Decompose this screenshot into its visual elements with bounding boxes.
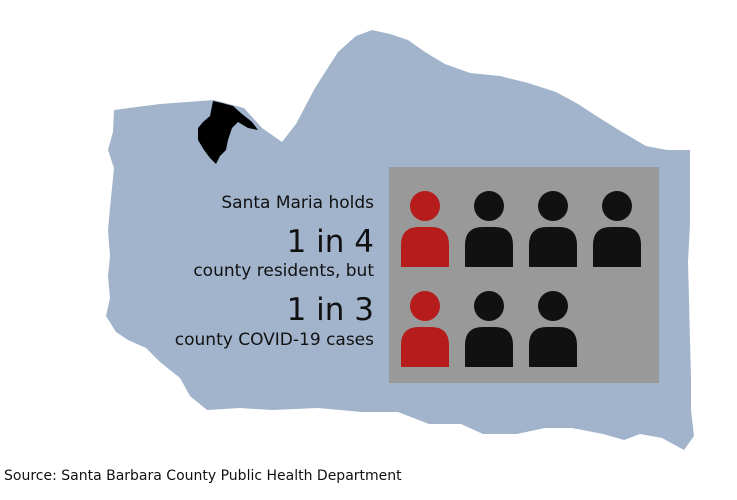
headline-ratio-cases: 1 in 3 bbox=[286, 292, 374, 328]
person-icon-highlighted bbox=[401, 191, 449, 267]
headline-line-3: county residents, but bbox=[193, 261, 374, 281]
headline-line-1: Santa Maria holds bbox=[221, 193, 374, 213]
source-note: Source: Santa Barbara County Public Heal… bbox=[4, 468, 402, 484]
person-icon bbox=[529, 291, 577, 367]
headline-line-5: county COVID-19 cases bbox=[174, 330, 374, 350]
person-icon bbox=[465, 291, 513, 367]
person-icon bbox=[593, 191, 641, 267]
person-icon-highlighted bbox=[401, 291, 449, 367]
headline-ratio-residents: 1 in 4 bbox=[286, 224, 374, 260]
pictogram-panel bbox=[389, 167, 659, 383]
santa-maria-city-shape bbox=[198, 101, 258, 164]
person-icon bbox=[529, 191, 577, 267]
person-icon bbox=[465, 191, 513, 267]
